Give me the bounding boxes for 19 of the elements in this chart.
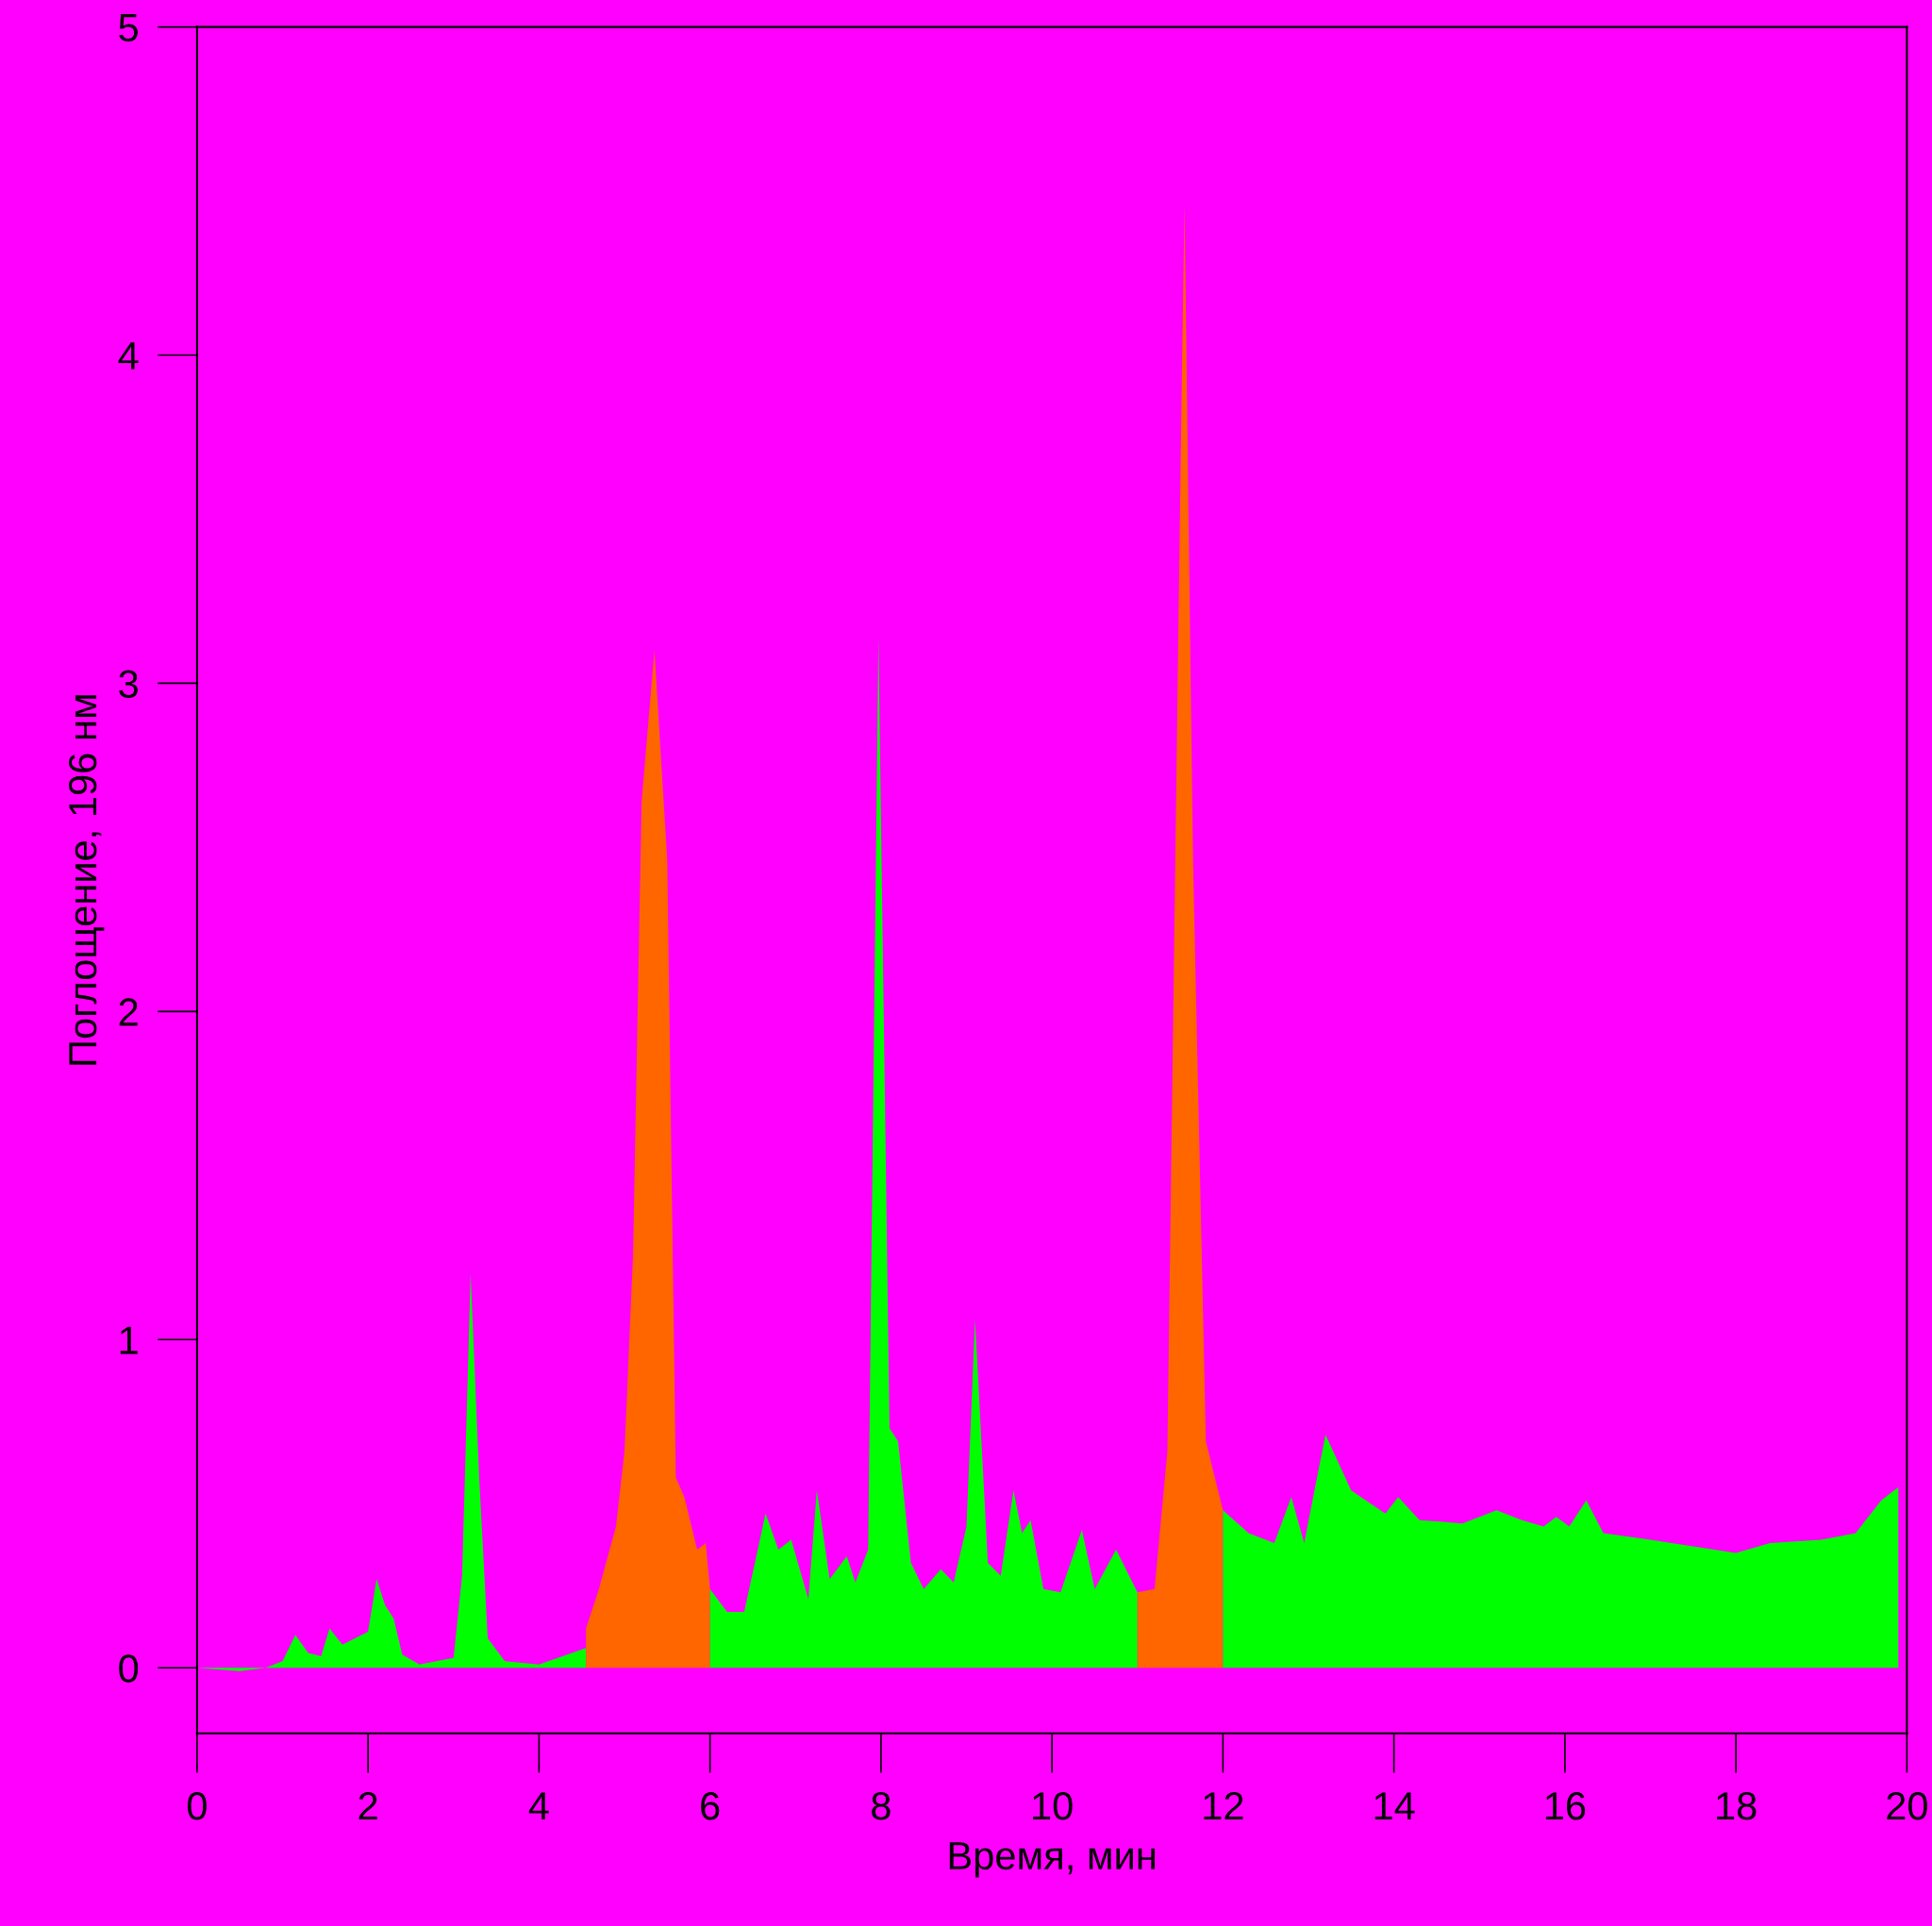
y-axis-title: Поглощение, 196 нм: [68, 695, 105, 1065]
x-tick-label: 2: [358, 1792, 377, 1820]
y-tick-label: 4: [118, 341, 139, 370]
x-tick-label: 6: [701, 1792, 720, 1820]
y-tick-label: 5: [119, 14, 139, 42]
x-tick-label: 10: [1033, 1792, 1073, 1820]
x-tick-label: 14: [1374, 1792, 1415, 1820]
x-tick-label: 16: [1545, 1792, 1586, 1820]
y-tick-label: 1: [120, 1326, 138, 1354]
y-tick-label: 3: [119, 670, 138, 698]
x-tick-label: 8: [872, 1792, 891, 1820]
x-tick-label: 12: [1204, 1792, 1243, 1820]
x-tick-label: 18: [1717, 1792, 1757, 1820]
x-tick-label: 0: [187, 1792, 207, 1820]
y-tick-label: 2: [119, 998, 138, 1026]
y-tick-label: 0: [119, 1654, 139, 1683]
x-axis-title: Время, мин: [949, 1842, 1155, 1878]
x-tick-label: 20: [1887, 1792, 1927, 1820]
x-tick-label: 4: [528, 1792, 549, 1820]
